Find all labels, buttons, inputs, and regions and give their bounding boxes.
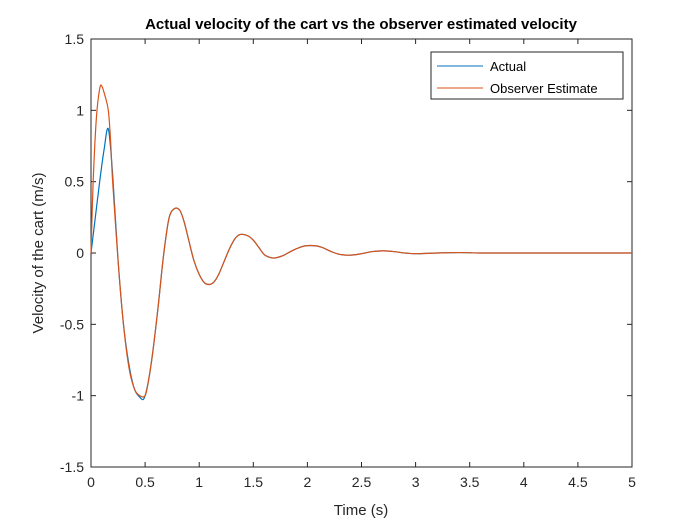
series-line-observer-estimate xyxy=(90,84,632,398)
x-axis-label: Time (s) xyxy=(334,502,388,519)
y-tick-label: -1.5 xyxy=(60,459,84,475)
y-tick-label: 1.5 xyxy=(65,31,85,47)
x-tick-label: 1 xyxy=(195,474,203,490)
plot-area: 0 0.5 1 1.5 2 2.5 3 3.5 4 4.5 5 -1.5 -1 -0.5 0 0.5 1 1.5 xyxy=(60,31,636,490)
x-tick-label: 0 xyxy=(87,474,95,490)
y-axis-label: Velocity of the cart (m/s) xyxy=(30,173,47,334)
y-tick-label: -1 xyxy=(72,388,85,404)
legend-label-observer-estimate: Observer Estimate xyxy=(490,81,598,96)
x-tick-label: 1.5 xyxy=(244,474,264,490)
x-tick-label: 5 xyxy=(628,474,636,490)
x-tick-label: 0.5 xyxy=(135,474,155,490)
legend-label-actual: Actual xyxy=(490,59,526,74)
y-tick-label: -0.5 xyxy=(60,316,84,332)
x-tick-label: 2 xyxy=(304,474,312,490)
legend: Actual Observer Estimate xyxy=(430,51,624,100)
series-lines xyxy=(90,84,632,401)
x-tick-label: 3.5 xyxy=(460,474,480,490)
y-tick-label: 0 xyxy=(76,245,84,261)
y-tick-label: 0.5 xyxy=(65,174,85,190)
legend-box xyxy=(430,51,624,100)
x-tick-label: 2.5 xyxy=(352,474,372,490)
y-tick-label: 1 xyxy=(76,102,84,118)
x-tick-label: 4.5 xyxy=(568,474,588,490)
x-tick-label: 4 xyxy=(520,474,528,490)
chart-title: Actual velocity of the cart vs the obser… xyxy=(145,16,577,33)
x-tick-label: 3 xyxy=(412,474,420,490)
axis-ticks: 0 0.5 1 1.5 2 2.5 3 3.5 4 4.5 5 -1.5 -1 -0.5 0 0.5 1 1.5 xyxy=(60,31,636,490)
